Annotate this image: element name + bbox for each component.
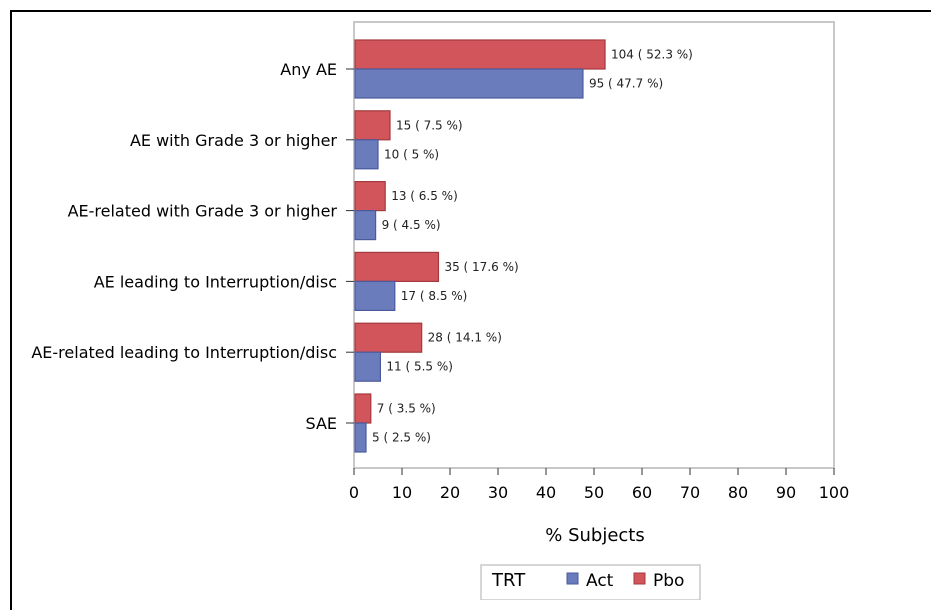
legend-label-pbo: Pbo <box>653 571 684 591</box>
data-label-act-5: 5 ( 2.5 %) <box>372 431 431 445</box>
data-label-act-1: 10 ( 5 %) <box>384 147 439 161</box>
bar-act-5 <box>354 422 367 453</box>
data-label-pbo-5: 7 ( 3.5 %) <box>377 402 436 416</box>
bar-pbo-1 <box>354 110 391 141</box>
bar-pbo-0 <box>354 39 606 70</box>
y-tick-label-1: AE with Grade 3 or higher <box>130 131 337 150</box>
y-tick-label-2: AE-related with Grade 3 or higher <box>68 202 338 221</box>
data-label-pbo-0: 104 ( 52.3 %) <box>611 48 693 62</box>
x-tick-label-6: 60 <box>632 483 652 502</box>
x-tick-label-3: 30 <box>488 483 508 502</box>
x-tick-label-0: 0 <box>349 483 359 502</box>
bar-act-0 <box>354 68 584 99</box>
bar-act-1 <box>354 139 379 170</box>
bar-pbo-4 <box>354 322 423 353</box>
y-tick-label-3: AE leading to Interruption/disc <box>94 272 337 291</box>
y-tick-label-5: SAE <box>305 414 337 433</box>
bar-act-3 <box>354 280 396 311</box>
x-tick-label-8: 80 <box>728 483 748 502</box>
data-label-pbo-3: 35 ( 17.6 %) <box>444 260 518 274</box>
bar-pbo-2 <box>354 181 386 212</box>
data-label-act-2: 9 ( 4.5 %) <box>382 218 441 232</box>
x-tick-label-10: 100 <box>819 483 850 502</box>
x-tick-label-2: 20 <box>440 483 460 502</box>
data-label-act-3: 17 ( 8.5 %) <box>401 289 468 303</box>
x-tick-label-4: 40 <box>536 483 556 502</box>
data-label-act-0: 95 ( 47.7 %) <box>589 77 663 91</box>
chart-frame <box>10 10 931 610</box>
legend-swatch-pbo <box>633 572 646 585</box>
y-tick-label-0: Any AE <box>280 60 337 79</box>
legend-label-act: Act <box>586 571 614 591</box>
legend-swatch-act <box>566 572 579 585</box>
x-tick-label-7: 70 <box>680 483 700 502</box>
data-label-pbo-2: 13 ( 6.5 %) <box>391 189 458 203</box>
bar-pbo-5 <box>354 393 372 424</box>
legend-title: TRT <box>491 570 526 591</box>
x-axis-title: % Subjects <box>545 525 645 546</box>
bar-pbo-3 <box>354 251 440 282</box>
data-label-act-4: 11 ( 5.5 %) <box>386 360 453 374</box>
bar-act-2 <box>354 210 377 241</box>
x-tick-label-9: 90 <box>776 483 796 502</box>
bar-act-4 <box>354 351 381 382</box>
y-tick-label-4: AE-related leading to Interruption/disc <box>31 343 337 362</box>
data-label-pbo-4: 28 ( 14.1 %) <box>428 331 502 345</box>
x-tick-label-5: 50 <box>584 483 604 502</box>
legend-box <box>480 564 701 600</box>
data-label-pbo-1: 15 ( 7.5 %) <box>396 118 463 132</box>
x-tick-label-1: 10 <box>392 483 412 502</box>
